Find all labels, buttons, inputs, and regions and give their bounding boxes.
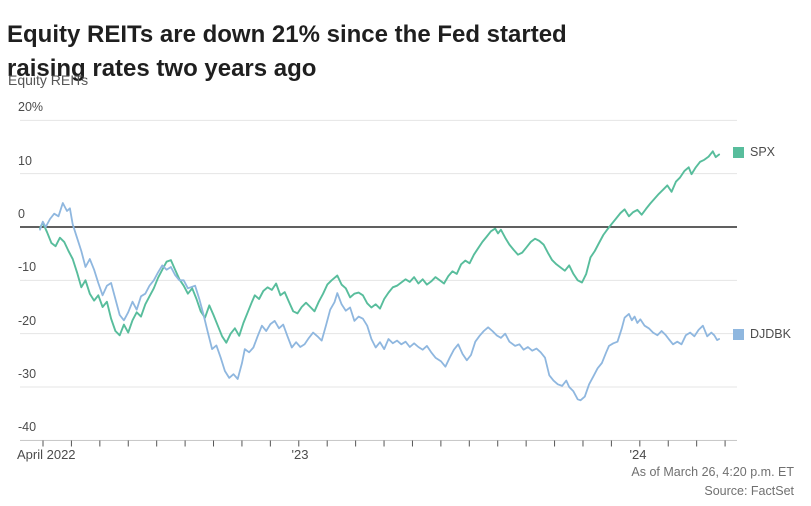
x-axis-label: '24 xyxy=(629,447,647,462)
y-axis-label: -40 xyxy=(18,420,37,435)
series-line-djdbk xyxy=(39,202,720,402)
djdbk-series-swatch-icon xyxy=(733,328,744,340)
chart-subtitle: Equity REITs xyxy=(8,72,89,88)
y-axis-label: 20% xyxy=(18,100,44,115)
y-axis-label: -10 xyxy=(18,260,37,275)
as-of-timestamp: As of March 26, 4:20 p.m. ET xyxy=(631,465,794,479)
legend-item-spx[interactable]: SPX xyxy=(733,145,775,159)
legend-label-spx: SPX xyxy=(750,145,776,159)
y-axis-label: -20 xyxy=(18,313,37,328)
source-attribution: Source: FactSet xyxy=(704,484,794,498)
spx-series-swatch-icon xyxy=(733,146,744,158)
series-line-spx xyxy=(39,150,721,344)
y-axis-label: -30 xyxy=(18,367,37,381)
y-axis-label: 0 xyxy=(18,207,25,221)
x-axis-label: '23 xyxy=(291,447,309,462)
page-title: Equity REITs are down 21% since the Fed … xyxy=(7,21,567,83)
x-axis-label: April 2022 xyxy=(17,447,76,462)
legend-label-djdbk: DJDBK xyxy=(750,327,791,341)
y-axis-label: 10 xyxy=(18,153,32,168)
legend-item-djdbk[interactable]: DJDBK xyxy=(733,327,791,341)
